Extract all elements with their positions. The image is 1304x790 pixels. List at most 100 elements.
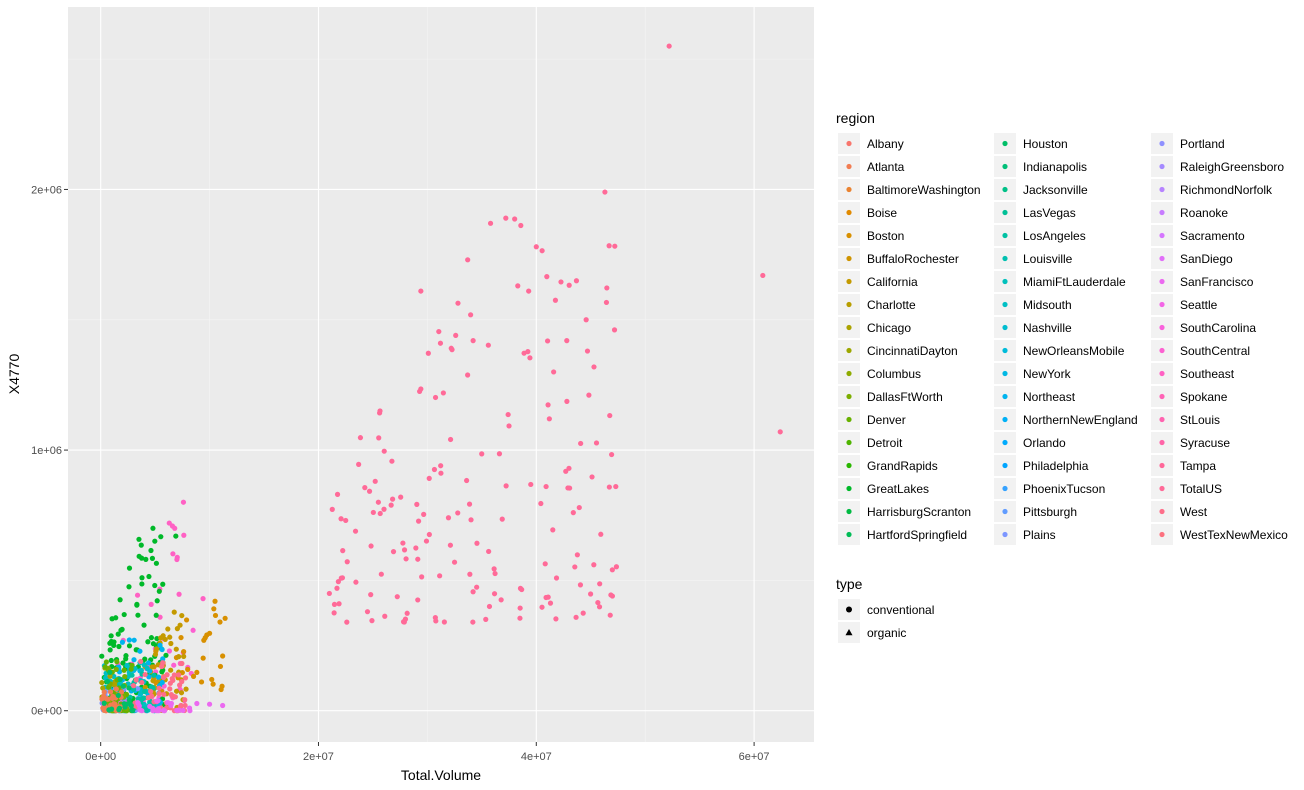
data-point — [135, 612, 141, 618]
data-point — [157, 614, 163, 620]
y-tick-label: 1e+06 — [31, 445, 62, 457]
legend-label: BuffaloRochester — [867, 252, 959, 266]
data-point — [126, 637, 132, 643]
data-point — [595, 599, 601, 606]
legend-key-dot — [1002, 163, 1008, 170]
data-point — [137, 707, 143, 713]
data-point — [339, 575, 346, 581]
data-point — [377, 510, 383, 517]
data-point — [512, 216, 518, 222]
legend-key-dot — [1002, 278, 1008, 285]
legend-label: SouthCarolina — [1180, 321, 1256, 335]
legend-label: MiamiFtLauderdale — [1023, 275, 1126, 289]
data-point — [517, 615, 523, 621]
data-point — [112, 701, 118, 707]
data-point — [376, 435, 382, 441]
data-point — [607, 612, 613, 618]
data-point — [423, 538, 430, 544]
data-point — [455, 300, 461, 306]
data-point — [336, 601, 342, 607]
data-point — [545, 402, 551, 408]
data-point — [138, 658, 144, 665]
legend-label: SouthCentral — [1180, 344, 1250, 358]
legend-key-dot — [1002, 347, 1008, 354]
data-point — [183, 686, 189, 692]
legend-label: California — [867, 275, 918, 289]
data-point — [505, 411, 511, 418]
data-point — [506, 423, 512, 429]
data-point — [173, 646, 179, 652]
legend-label: Columbus — [867, 367, 921, 381]
data-point — [118, 689, 125, 695]
data-point — [574, 552, 580, 558]
data-point — [200, 596, 206, 602]
data-point — [198, 679, 205, 685]
data-point — [163, 652, 169, 658]
data-point — [171, 672, 177, 678]
legend-label: LasVegas — [1023, 206, 1076, 220]
data-point — [104, 678, 111, 685]
data-point — [122, 673, 128, 680]
data-point — [176, 591, 182, 597]
data-point — [187, 708, 193, 714]
data-point — [465, 372, 471, 378]
data-point — [578, 440, 584, 447]
data-point — [180, 499, 187, 505]
data-point — [166, 648, 173, 654]
data-point — [586, 392, 592, 398]
data-point — [344, 559, 350, 565]
plot-panel — [68, 7, 814, 742]
data-point — [583, 317, 589, 323]
data-point — [142, 688, 148, 695]
data-point — [401, 547, 408, 553]
data-point — [498, 597, 504, 603]
data-point — [148, 688, 154, 695]
data-point — [176, 654, 182, 660]
data-point — [126, 697, 132, 703]
data-point — [212, 598, 218, 604]
legend-key-dot — [1159, 462, 1165, 469]
data-point — [564, 338, 570, 344]
data-point — [352, 528, 359, 534]
data-point — [128, 666, 134, 672]
legend-key-dot — [1002, 439, 1008, 446]
data-point — [573, 614, 579, 620]
data-point — [760, 272, 766, 279]
data-point — [168, 692, 174, 698]
data-point — [612, 243, 618, 249]
legend-key-dot — [846, 255, 852, 262]
data-point — [558, 279, 564, 285]
data-point — [157, 642, 163, 648]
data-point — [120, 683, 126, 689]
data-point — [172, 694, 178, 700]
data-point — [112, 682, 118, 688]
data-point — [178, 703, 184, 709]
data-point — [486, 548, 492, 555]
legend-label: Indianapolis — [1023, 160, 1087, 174]
data-point — [539, 248, 545, 254]
legend-label: DallasFtWorth — [867, 390, 943, 404]
data-point — [181, 653, 187, 660]
y-tick-label: 0e+00 — [31, 706, 62, 718]
data-point — [126, 565, 133, 571]
data-point — [566, 282, 572, 288]
data-point — [99, 679, 105, 686]
data-point — [468, 312, 474, 318]
data-point — [206, 701, 213, 707]
legend-key-dot — [846, 485, 852, 492]
data-point — [176, 672, 182, 678]
data-point — [101, 700, 107, 706]
legend-label: HartfordSpringfield — [867, 528, 967, 542]
data-point — [139, 679, 145, 686]
data-point — [576, 504, 582, 511]
data-point — [572, 564, 578, 570]
data-point — [141, 622, 147, 628]
data-point — [415, 556, 421, 562]
data-point — [438, 463, 444, 469]
data-point — [134, 602, 140, 608]
data-point — [503, 215, 509, 221]
data-point — [210, 681, 216, 687]
data-point — [148, 635, 155, 641]
data-point — [141, 662, 147, 668]
data-point — [167, 634, 173, 640]
